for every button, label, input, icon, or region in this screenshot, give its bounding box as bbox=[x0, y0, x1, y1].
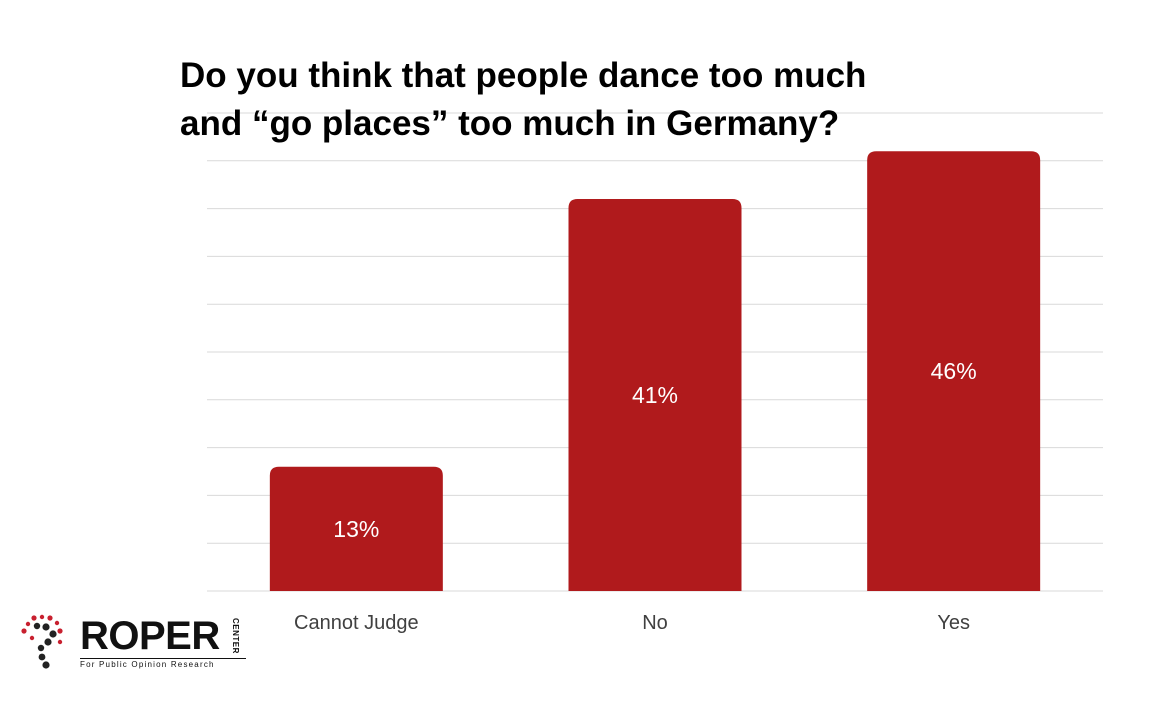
logo-tagline: For Public Opinion Research bbox=[80, 660, 215, 669]
roper-logo-dots-icon bbox=[21, 614, 63, 669]
logo-side-text: CENTER bbox=[231, 618, 240, 654]
chart-title: Do you think that people dance too much … bbox=[180, 52, 960, 148]
bar-no bbox=[568, 199, 742, 592]
bar-cannot-judge bbox=[269, 466, 443, 591]
roper-center-logo: ROPER CENTER For Public Opinion Research bbox=[20, 614, 246, 674]
logo-rule bbox=[80, 658, 246, 659]
x-tick-label: Cannot Judge bbox=[294, 612, 419, 634]
data-label: 41% bbox=[632, 382, 678, 408]
chart-title-line-1: Do you think that people dance too much bbox=[180, 56, 867, 95]
chart-title-line-2: and “go places” too much in Germany? bbox=[180, 104, 840, 143]
data-label: 46% bbox=[931, 358, 977, 384]
logo-wordmark: ROPER bbox=[80, 614, 220, 658]
x-tick-label: No bbox=[642, 612, 668, 634]
bar-yes bbox=[867, 151, 1041, 592]
data-label: 13% bbox=[333, 516, 379, 542]
x-tick-label: Yes bbox=[937, 612, 970, 634]
